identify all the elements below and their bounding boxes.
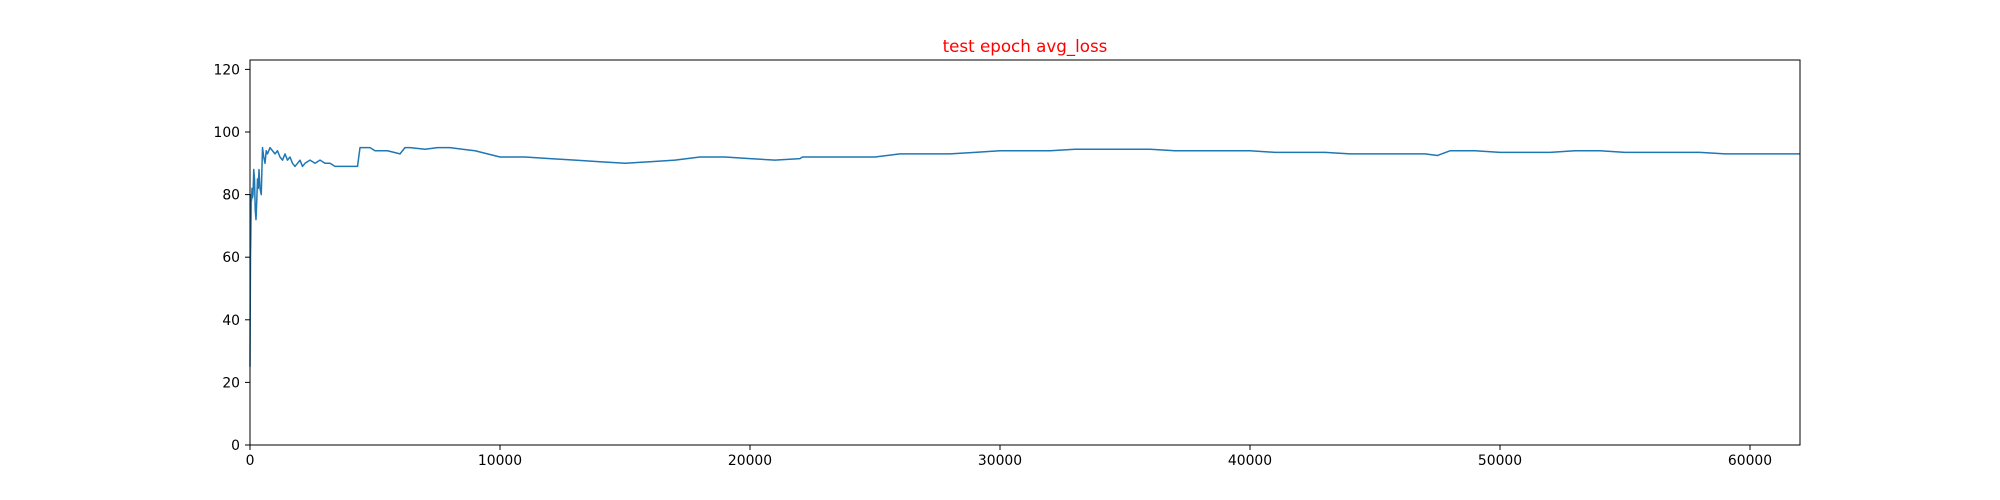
y-tick-label: 0 [231,438,240,454]
x-tick-label: 10000 [478,453,522,469]
series-line-avg_loss [249,146,1800,367]
y-tick-label: 60 [222,250,240,266]
y-tick-label: 100 [213,125,240,141]
axes-frame [249,59,1801,446]
x-tick-label: 0 [246,453,255,469]
y-axis: 0 20 40 60 80 100 120 [213,62,250,454]
x-tick-label: 60000 [1728,453,1772,469]
x-tick-label: 30000 [978,453,1022,469]
x-tick-label: 50000 [1478,453,1522,469]
y-tick-label: 80 [222,188,240,204]
chart-title: test epoch avg_loss [943,36,1108,57]
y-tick-label: 40 [222,313,240,329]
y-tick-label: 120 [213,62,240,78]
plot-area [249,146,1800,367]
x-tick-label: 20000 [728,453,772,469]
x-axis: 0 10000 20000 30000 40000 50000 60000 [246,445,1772,469]
x-tick-label: 40000 [1228,453,1272,469]
y-tick-label: 20 [222,375,240,391]
